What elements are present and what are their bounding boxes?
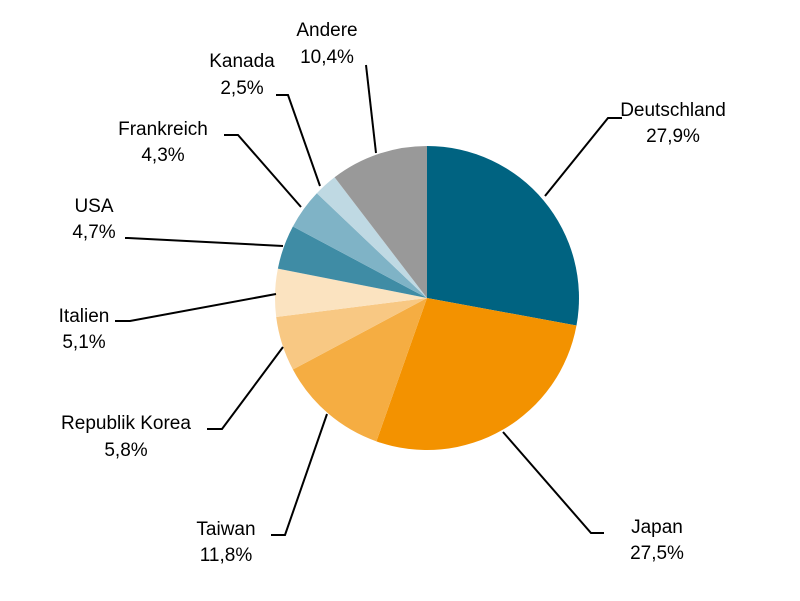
slice-usa (277, 226, 427, 298)
label-usa-name: USA (74, 196, 113, 217)
label-taiwan-name: Taiwan (196, 519, 255, 540)
label-republik-korea-name: Republik Korea (61, 413, 191, 434)
leader-line-taiwan (271, 413, 328, 536)
slice-labels: Deutschland 27,9% Japan 27,5% Taiwan 11,… (59, 20, 726, 566)
leader-line-japan (502, 431, 604, 534)
label-frankreich-name: Frankreich (118, 119, 208, 140)
leader-line-kanada (276, 94, 321, 187)
slice-japan (376, 298, 577, 450)
label-taiwan-value: 11,8% (200, 545, 253, 566)
pie-slices (274, 146, 579, 450)
leader-lines (115, 64, 622, 536)
slice-deutschland (427, 146, 579, 326)
label-japan-value: 27,5% (630, 543, 684, 564)
slice-republik-korea (276, 298, 427, 370)
slice-italien (274, 268, 427, 318)
label-kanada-value: 2,5% (220, 78, 263, 99)
leader-line-usa (125, 237, 284, 247)
label-usa-value: 4,7% (72, 222, 115, 243)
slice-frankreich (292, 193, 427, 298)
slice-kanada (316, 177, 427, 298)
label-kanada-name: Kanada (209, 51, 275, 72)
label-italien-name: Italien (59, 306, 110, 327)
label-italien-value: 5,1% (62, 332, 105, 353)
slice-andere (334, 146, 427, 298)
label-andere-name: Andere (296, 20, 357, 41)
leader-line-republik-korea (207, 346, 284, 430)
label-frankreich-value: 4,3% (141, 145, 184, 166)
label-republik-korea-value: 5,8% (104, 440, 147, 461)
leader-line-deutschland (544, 117, 622, 197)
leader-line-andere (365, 64, 377, 154)
leader-line-italien (115, 293, 277, 322)
label-japan-name: Japan (631, 517, 683, 538)
leader-line-frankreich (224, 134, 302, 208)
slice-taiwan (292, 298, 427, 442)
label-andere-value: 10,4% (300, 47, 354, 68)
label-deutschland-value: 27,9% (646, 126, 700, 147)
label-deutschland-name: Deutschland (620, 100, 726, 121)
